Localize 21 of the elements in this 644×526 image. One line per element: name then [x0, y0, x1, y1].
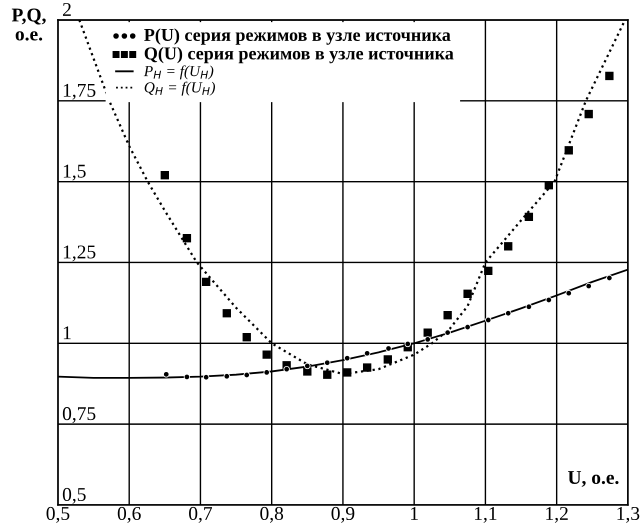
y-axis-title: P,Q, о.е. [12, 8, 46, 41]
y-tick-label: 1,5 [64, 164, 86, 180]
x-tick-label: 1,3 [617, 506, 640, 523]
x-axis-title: U, о.е. [568, 471, 618, 487]
y-tick-label: 0,75 [62, 407, 96, 423]
legend-label: P$_{H}$ = f(U$_{H}$) [144, 65, 214, 80]
x-tick-label: 0,6 [118, 506, 141, 523]
x-tick-label: 1,2 [546, 506, 568, 523]
x-tick-label: 1 [411, 507, 418, 520]
x-tick-label: 0,8 [260, 506, 284, 523]
legend-label: Q(U) серия режимов в узле источника [144, 46, 454, 64]
y-tick-label: 1 [64, 326, 71, 340]
y-tick-label: 1,75 [64, 84, 96, 100]
y-tick-label: 0,5 [62, 488, 86, 504]
x-tick-label: 0,9 [332, 506, 354, 523]
y-tick-label: 2 [62, 2, 71, 16]
x-tick-label: 1,1 [474, 507, 496, 523]
x-tick-label: 0,7 [189, 506, 212, 523]
y-tick-label: 1,25 [64, 245, 96, 262]
legend-label: Q$_{H}$ = f(U$_{H}$) [144, 82, 216, 96]
legend-label: P(U) серия режимов в узле источника [144, 28, 451, 45]
